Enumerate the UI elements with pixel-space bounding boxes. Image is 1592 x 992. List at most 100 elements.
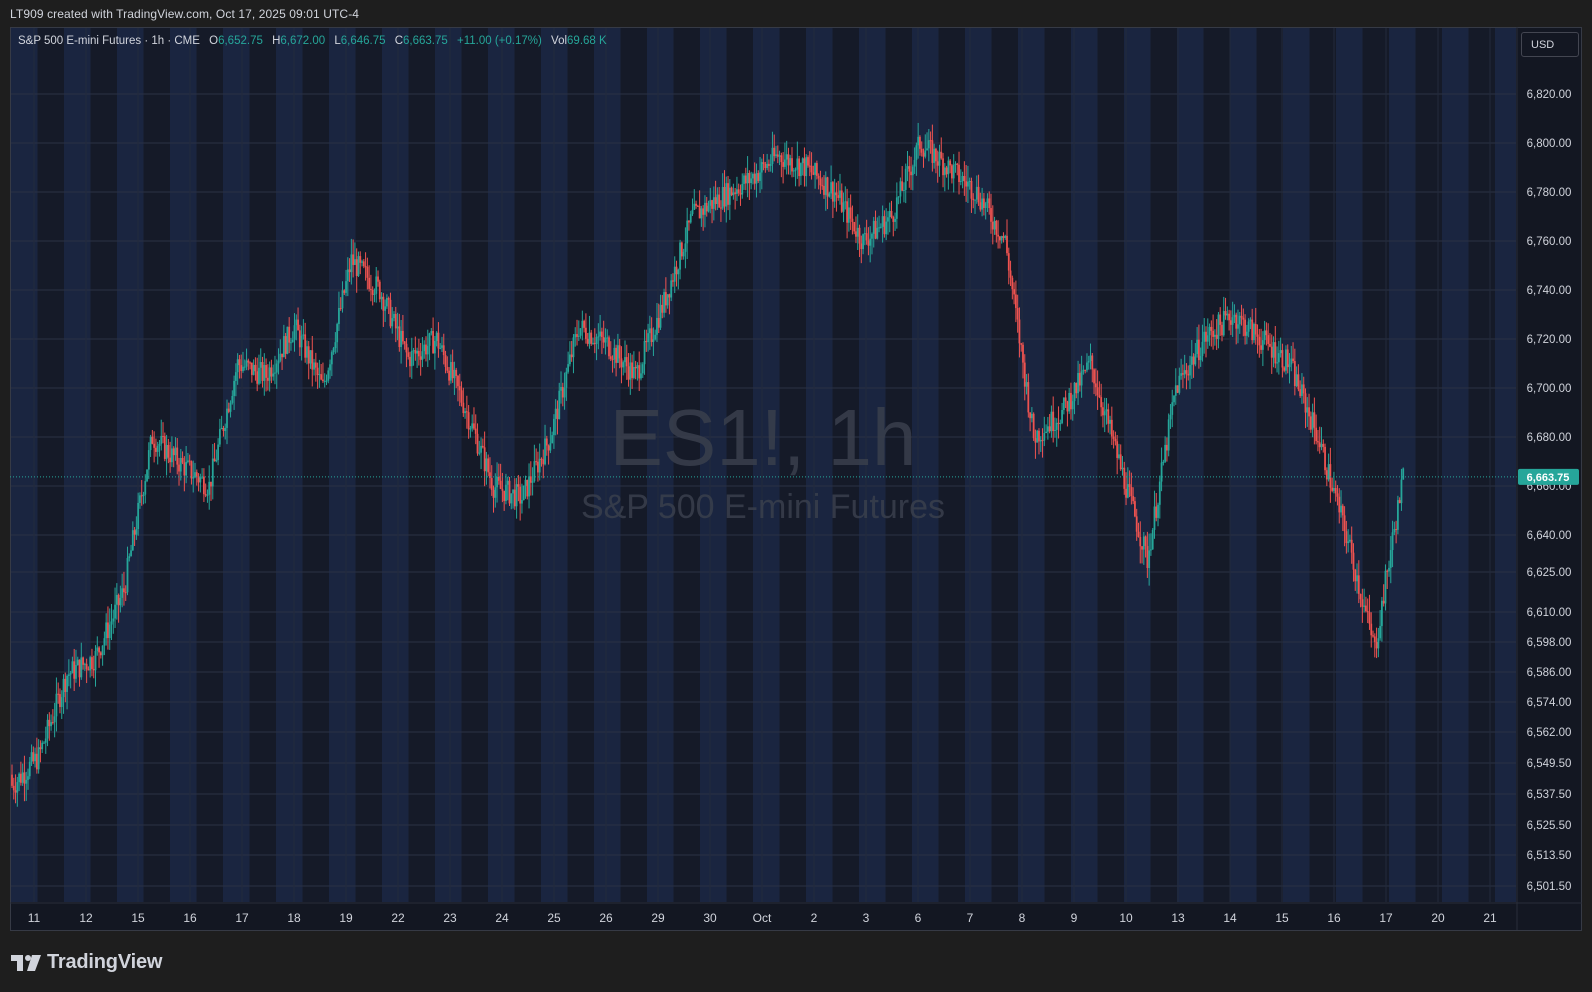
candle — [695, 200, 697, 209]
candle-body — [464, 411, 466, 414]
candle — [1173, 395, 1175, 407]
legend-low: 6,646.75 — [340, 35, 386, 47]
candle-body — [403, 341, 406, 344]
candle-body — [1182, 373, 1184, 375]
session-band — [1203, 28, 1230, 902]
candle-body — [524, 479, 527, 486]
candle — [348, 258, 351, 282]
candle-body — [791, 158, 793, 172]
candle-body — [592, 342, 594, 344]
candle-body — [750, 178, 753, 184]
candle-body — [1325, 470, 1328, 480]
candle-body — [1270, 346, 1273, 358]
candle — [368, 265, 371, 292]
candle — [188, 454, 191, 466]
candle-body — [14, 790, 17, 793]
candle-body — [743, 175, 745, 184]
time-axis[interactable]: 11 12 15 16 17 18 19 22 23 24 25 26 29 30 Oct 2 3 6 7 8 9 10 1… — [28, 911, 1497, 925]
session-band — [382, 28, 409, 902]
candle-body — [494, 487, 497, 498]
candle — [609, 341, 612, 362]
candle — [569, 341, 571, 367]
candle-body — [771, 147, 774, 164]
candle-body — [1242, 317, 1245, 320]
candle — [785, 140, 788, 175]
candle-body — [1055, 422, 1058, 430]
candle-body — [556, 408, 559, 420]
candle-body — [178, 464, 180, 472]
candle — [1011, 275, 1014, 300]
candle — [375, 266, 378, 303]
candle — [506, 476, 509, 501]
candle — [169, 441, 172, 473]
candle-body — [261, 362, 264, 381]
candle-body — [1322, 443, 1325, 447]
candle-body — [1160, 462, 1163, 482]
candle-body — [597, 336, 600, 338]
candle — [677, 268, 680, 290]
price-axis[interactable]: 6,820.006,800.006,780.006,760.006,740.00… — [1527, 89, 1572, 893]
candle-body — [789, 158, 792, 166]
candle — [1130, 472, 1133, 505]
candle — [1197, 324, 1200, 369]
candle-body — [1219, 314, 1222, 325]
time-tick-label: 13 — [1171, 911, 1185, 925]
candle — [945, 165, 948, 178]
candle — [780, 152, 783, 178]
candle — [974, 199, 976, 214]
candle-body — [197, 477, 200, 483]
candle — [847, 198, 850, 232]
candle-body — [990, 208, 992, 222]
candle — [1333, 471, 1335, 494]
candle-body — [1315, 427, 1318, 442]
candle-body — [663, 292, 665, 313]
candle-body — [410, 351, 413, 367]
legend-open: 6,652.75 — [218, 35, 263, 47]
candle — [794, 167, 797, 187]
candle — [1192, 353, 1195, 378]
currency-button[interactable]: USD — [1521, 32, 1579, 57]
candle — [1315, 414, 1318, 445]
candle-body — [1134, 501, 1136, 517]
candle — [350, 238, 353, 285]
candle-body — [64, 678, 67, 692]
candle — [851, 205, 854, 235]
candle — [448, 367, 450, 386]
candle — [1142, 532, 1145, 565]
candle — [51, 709, 54, 725]
candle — [721, 173, 724, 210]
candle — [872, 216, 875, 248]
session-band — [143, 28, 170, 902]
candle — [222, 425, 225, 437]
candle-body — [1215, 334, 1218, 339]
tradingview-logo[interactable]: TradingView — [11, 951, 162, 974]
candle-body — [1320, 443, 1323, 448]
candle-body — [979, 202, 982, 210]
candle — [951, 163, 953, 184]
candle — [641, 362, 644, 378]
candle — [338, 291, 340, 331]
time-tick-label: 11 — [28, 911, 41, 925]
candle — [860, 235, 863, 264]
candle — [1228, 309, 1230, 331]
candle-body — [615, 347, 618, 363]
candle-body — [1086, 362, 1088, 371]
candle-body — [1354, 569, 1357, 582]
candle-body — [762, 162, 765, 164]
candle — [428, 332, 431, 361]
candle-body — [1038, 430, 1040, 442]
candle — [1343, 506, 1346, 547]
candle-body — [727, 183, 729, 205]
candle — [567, 351, 570, 374]
candle — [531, 467, 534, 496]
legend-symbol[interactable]: S&P 500 E-mini Futures · 1h · CME — [18, 35, 200, 47]
candle — [1395, 520, 1398, 544]
candle-body — [39, 747, 42, 750]
candle-body — [1396, 500, 1399, 530]
candle — [583, 319, 586, 333]
candle-body — [1208, 326, 1211, 336]
candle — [1336, 485, 1339, 506]
candle-body — [1029, 412, 1031, 419]
candle — [1258, 328, 1261, 358]
